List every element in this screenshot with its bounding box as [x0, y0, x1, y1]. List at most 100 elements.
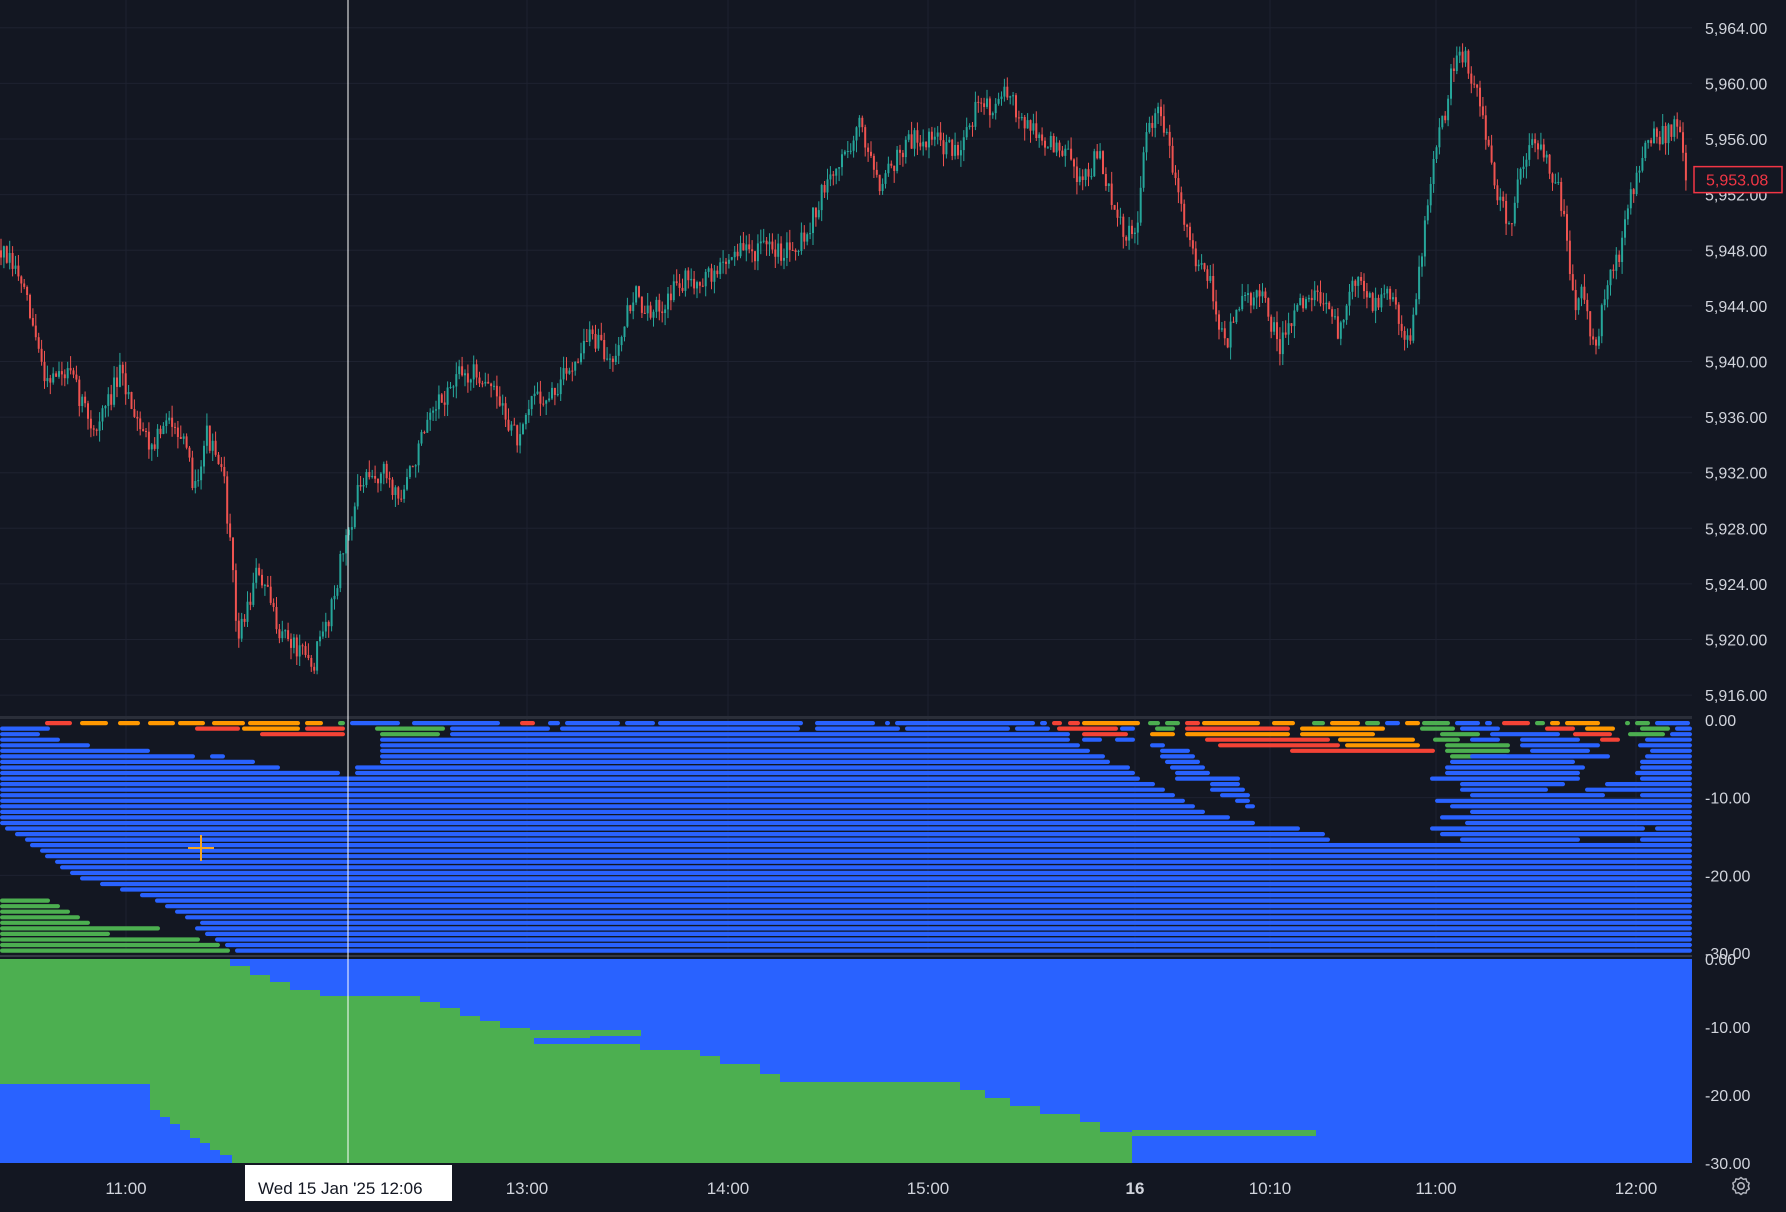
indicator-bar[interactable] — [1450, 804, 1692, 809]
indicator-bar[interactable] — [1605, 782, 1692, 787]
indicator-bar[interactable] — [380, 743, 1080, 748]
indicator-pane-2[interactable] — [0, 959, 1692, 1163]
indicator-bar[interactable] — [412, 721, 500, 726]
indicator-bar[interactable] — [1440, 732, 1480, 737]
indicator-bar[interactable] — [1185, 726, 1290, 731]
indicator-bar[interactable] — [380, 748, 1090, 753]
indicator-bar[interactable] — [0, 909, 70, 914]
indicator-bar[interactable] — [1455, 721, 1480, 726]
indicator-bar[interactable] — [885, 721, 890, 726]
indicator-bar[interactable] — [1470, 809, 1692, 814]
indicator-bar[interactable] — [380, 759, 1110, 764]
indicator-bar[interactable] — [0, 726, 50, 731]
indicator-bar[interactable] — [1520, 737, 1580, 742]
indicator-bar[interactable] — [815, 721, 875, 726]
indicator-bar[interactable] — [212, 721, 245, 726]
indicator-bar[interactable] — [1635, 770, 1692, 776]
indicator-bar[interactable] — [1440, 832, 1692, 837]
pane-separator-2-line[interactable] — [0, 955, 1786, 957]
indicator-bar[interactable] — [1015, 726, 1050, 731]
indicator-bar[interactable] — [1640, 776, 1692, 781]
indicator-bar[interactable] — [1445, 748, 1510, 753]
indicator-bar[interactable] — [1460, 837, 1580, 842]
indicator-bar[interactable] — [45, 854, 1692, 859]
indicator-bar[interactable] — [565, 721, 620, 726]
indicator-bar[interactable] — [1573, 732, 1612, 737]
indicator-bar[interactable] — [1490, 732, 1560, 737]
indicator-bar[interactable] — [215, 937, 1692, 942]
indicator-bar[interactable] — [0, 770, 340, 776]
indicator-bar[interactable] — [1645, 754, 1692, 759]
area-strip-green[interactable] — [1132, 1130, 1316, 1136]
indicator-bar[interactable] — [1365, 721, 1380, 726]
indicator-bar[interactable] — [1465, 820, 1692, 826]
indicator-bar[interactable] — [350, 721, 400, 726]
indicator-bar[interactable] — [1640, 765, 1692, 770]
indicator-bar[interactable] — [1655, 826, 1692, 831]
indicator-bar[interactable] — [375, 726, 445, 731]
indicator-bar[interactable] — [1082, 732, 1128, 737]
indicator-bar[interactable] — [1640, 837, 1692, 842]
indicator-bar[interactable] — [1290, 748, 1435, 753]
indicator-bar[interactable] — [658, 721, 803, 726]
indicator-bar[interactable] — [185, 915, 1692, 920]
indicator-bar[interactable] — [80, 721, 108, 726]
indicator-bar[interactable] — [1600, 737, 1620, 742]
indicator-bar[interactable] — [1185, 721, 1200, 726]
indicator-bar[interactable] — [1068, 721, 1080, 726]
indicator-bar[interactable] — [55, 859, 1692, 864]
indicator-bar[interactable] — [380, 754, 1105, 759]
indicator-bar[interactable] — [1470, 793, 1605, 798]
indicator-bar[interactable] — [1338, 737, 1415, 742]
indicator-bar[interactable] — [305, 726, 345, 731]
indicator-bar[interactable] — [1440, 815, 1692, 820]
indicator-bar[interactable] — [1405, 721, 1420, 726]
indicator-bar[interactable] — [1345, 743, 1420, 748]
indicator-bar[interactable] — [0, 815, 1230, 820]
indicator-bar[interactable] — [248, 721, 300, 726]
indicator-bar[interactable] — [40, 848, 1692, 853]
indicator-bar[interactable] — [1550, 721, 1560, 726]
indicator-bar[interactable] — [260, 732, 345, 737]
indicator-bar[interactable] — [1385, 721, 1400, 726]
indicator-bar[interactable] — [140, 893, 1692, 898]
indicator-bar[interactable] — [1535, 721, 1545, 726]
indicator-bar[interactable] — [1330, 721, 1360, 726]
area-series-green[interactable] — [0, 959, 1132, 1163]
indicator-bar[interactable] — [1115, 737, 1135, 742]
indicator-bar[interactable] — [0, 931, 110, 936]
indicator-bar[interactable] — [0, 787, 1165, 792]
indicator-bar[interactable] — [1640, 793, 1692, 798]
indicator-bar[interactable] — [0, 743, 90, 748]
indicator-bar[interactable] — [1170, 765, 1205, 770]
indicator-bar[interactable] — [0, 920, 90, 925]
area-strip-blue[interactable] — [534, 1038, 644, 1044]
indicator-bar[interactable] — [1585, 787, 1692, 792]
indicator-pane-1[interactable] — [0, 721, 1692, 953]
indicator-bar[interactable] — [1150, 732, 1175, 737]
indicator-bar[interactable] — [1628, 732, 1665, 737]
indicator-bar[interactable] — [0, 926, 160, 931]
indicator-bar[interactable] — [1120, 726, 1135, 731]
indicator-bar[interactable] — [0, 898, 50, 903]
indicator-bar[interactable] — [0, 793, 1175, 798]
indicator-bar[interactable] — [0, 804, 1195, 809]
indicator-bar[interactable] — [45, 721, 72, 726]
indicator-bar[interactable] — [380, 737, 1070, 742]
indicator-bar[interactable] — [210, 754, 225, 759]
indicator-bar[interactable] — [1640, 726, 1670, 731]
indicator-bar[interactable] — [195, 926, 1692, 931]
indicator-bar[interactable] — [0, 798, 1185, 803]
indicator-bar[interactable] — [1433, 737, 1460, 742]
indicator-bar[interactable] — [30, 843, 1692, 848]
indicator-bar[interactable] — [178, 721, 205, 726]
indicator-bar[interactable] — [895, 721, 1035, 726]
indicator-bar[interactable] — [1082, 721, 1140, 726]
indicator-bar[interactable] — [1502, 721, 1530, 726]
indicator-bar[interactable] — [1272, 721, 1295, 726]
indicator-bar[interactable] — [1635, 721, 1650, 726]
pane-separators[interactable] — [0, 716, 1786, 959]
indicator-bar[interactable] — [1052, 721, 1062, 726]
indicator-bar[interactable] — [1175, 770, 1210, 776]
